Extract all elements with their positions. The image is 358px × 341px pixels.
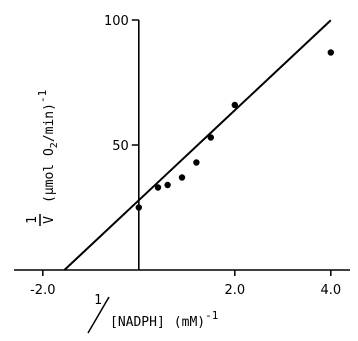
data-point <box>193 159 200 166</box>
y-tick-label: 50 <box>112 139 129 154</box>
data-points <box>135 49 334 211</box>
x-tick-label: -2.0 <box>30 283 55 298</box>
data-point <box>154 184 162 191</box>
data-point <box>164 181 171 189</box>
y-label-numerator: 1 <box>25 216 40 224</box>
data-point <box>231 101 238 109</box>
y-label-denominator: V <box>42 216 57 224</box>
x-tick-label: 2.0 <box>224 283 245 298</box>
x-label-fraction-slash <box>87 296 110 334</box>
x-label-denominator: [NADPH] (mM)-1 <box>110 309 218 330</box>
data-point <box>135 204 142 211</box>
regression-line <box>63 19 332 271</box>
y-axis-label: 1 V (μmol O2/min)-1 <box>25 90 60 226</box>
x-ticks: -2.0 2.0 4.0 <box>30 270 341 298</box>
y-ticks: 50 100 <box>104 14 139 154</box>
x-label-numerator: 1 <box>94 293 102 308</box>
x-tick-label: 4.0 <box>320 283 341 298</box>
data-point <box>178 174 186 181</box>
data-point <box>207 134 214 141</box>
y-tick-label: 100 <box>104 14 129 29</box>
y-label-units: (μmol O2/min)-1 <box>36 90 60 203</box>
data-point <box>327 49 334 56</box>
x-axis-label: 1 [NADPH] (mM)-1 <box>87 293 218 334</box>
